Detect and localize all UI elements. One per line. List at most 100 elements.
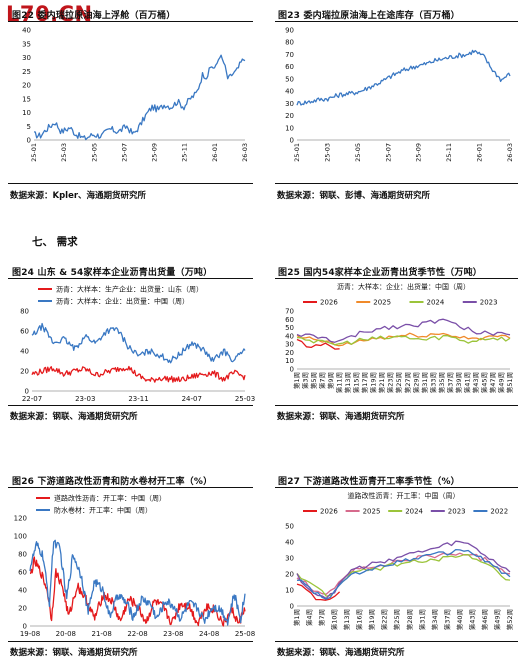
x-tick-label: 22-08: [127, 630, 147, 638]
x-tick-label: 25-05: [354, 143, 362, 162]
chart25-title-rule: [275, 278, 518, 279]
y-tick-label: 20: [20, 368, 29, 376]
series-line-2024: [296, 334, 511, 346]
y-tick-label: 10: [22, 109, 31, 117]
x-tick-label: 第37周: [445, 372, 454, 393]
legend-entry: 2024: [405, 508, 423, 516]
y-tick-label: 50: [285, 324, 294, 332]
series-line-2023: [296, 318, 511, 343]
chart22-source-rule: [8, 183, 253, 184]
series-line-s0: [33, 54, 246, 141]
x-tick-label: 23-03: [75, 395, 95, 403]
y-tick-label: 50: [285, 523, 294, 531]
x-tick-label: 25-03: [323, 143, 331, 162]
y-tick-label: 10: [285, 357, 294, 365]
chart24-source: 数据来源：钢联、海通期货研究所: [10, 412, 138, 422]
chart24-source-rule: [8, 405, 253, 406]
chart25-source-rule: [275, 405, 518, 406]
y-tick-label: 0: [27, 137, 31, 145]
x-tick-label: 23-11: [128, 395, 148, 403]
series-line-s0: [296, 49, 511, 106]
y-tick-label: 40: [285, 332, 294, 340]
y-tick-label: 90: [285, 27, 294, 35]
chart27-source-rule: [275, 641, 518, 642]
y-tick-label: 50: [285, 75, 294, 83]
x-tick-label: 25-08: [235, 630, 255, 638]
y-tick-label: 35: [22, 40, 31, 48]
x-tick-label: 第3周: [301, 372, 310, 389]
site-logo: L70.CN: [6, 2, 93, 26]
chart22-title: 图22 委内瑞拉原油海上浮舱（百万桶）: [12, 11, 176, 21]
x-tick-label: 第35周: [437, 372, 446, 393]
x-tick-label: 第49周: [492, 609, 501, 630]
legend-entry: 2026: [320, 508, 338, 516]
y-tick-label: 5: [27, 123, 31, 131]
chart22-source: 数据来源：Kpler、海通期货研究所: [10, 191, 147, 201]
legend-entry: 2022: [490, 508, 508, 516]
legend-entry: 2025: [373, 299, 391, 307]
series-line-s1: [29, 539, 246, 626]
y-tick-label: 60: [20, 328, 29, 336]
x-tick-label: 26-01: [476, 143, 484, 162]
y-tick-label: 0: [23, 623, 27, 631]
x-tick-label: 25-07: [384, 143, 392, 162]
x-tick-label: 第52周: [505, 609, 514, 630]
x-tick-label: 第23周: [386, 372, 395, 393]
x-tick-label: 20-08: [56, 630, 76, 638]
y-tick-label: 80: [18, 551, 27, 559]
y-tick-label: 30: [22, 54, 31, 62]
y-tick-label: 60: [285, 316, 294, 324]
y-tick-label: 30: [285, 555, 294, 563]
x-tick-label: 第39周: [454, 372, 463, 393]
x-tick-label: 25-07: [120, 143, 128, 162]
y-tick-label: 100: [14, 533, 27, 541]
x-tick-label: 第15周: [352, 372, 361, 393]
x-tick-label: 第27周: [403, 372, 412, 393]
x-tick-label: 第43周: [467, 609, 476, 630]
legend-title: 道路改性沥青：开工率：中国（周）: [348, 491, 460, 500]
y-tick-label: 20: [285, 571, 294, 579]
x-tick-label: 25-09: [151, 143, 159, 162]
x-tick-label: 26-03: [506, 143, 514, 162]
y-tick-label: 0: [290, 137, 294, 145]
y-tick-label: 70: [285, 51, 294, 59]
x-tick-label: 第5周: [309, 372, 318, 389]
y-tick-label: 40: [285, 539, 294, 547]
series-line-2026: [296, 338, 340, 350]
legend-entry: 2026: [320, 299, 338, 307]
series-line-2025: [296, 552, 511, 595]
chart25-title: 图25 国内54家样本企业沥青出货季节性（万吨）: [278, 268, 482, 278]
chart23-source: 数据来源：钢联、彭博、海通期货研究所: [277, 191, 431, 201]
legend-entry: 2023: [480, 299, 498, 307]
legend-entry: 2025: [363, 508, 381, 516]
legend-entry: 2023: [448, 508, 466, 516]
x-tick-label: 25-01: [293, 143, 301, 162]
x-tick-label: 25-05: [90, 143, 98, 162]
chart23-title: 图23 委内瑞拉原油海上在途库存（百万桶）: [278, 11, 460, 21]
x-tick-label: 第13周: [342, 609, 351, 630]
chart23-source-rule: [275, 183, 518, 184]
x-tick-label: 第7周: [317, 609, 326, 626]
x-tick-label: 第11周: [335, 372, 344, 393]
legend-entry: 沥青：大样本：企业：出货量：中国（周）: [56, 297, 189, 306]
x-tick-label: 第21周: [377, 372, 386, 393]
chart27-title-rule: [275, 487, 518, 488]
y-tick-label: 80: [20, 308, 29, 316]
x-tick-label: 第13周: [343, 372, 352, 393]
series-line-s1: [31, 322, 246, 364]
x-tick-label: 22-07: [22, 395, 42, 403]
x-tick-label: 第43周: [471, 372, 480, 393]
x-tick-label: 第45周: [479, 372, 488, 393]
x-tick-label: 26-01: [211, 143, 219, 162]
chart24-title-rule: [8, 278, 253, 279]
y-tick-label: 40: [18, 587, 27, 595]
x-tick-label: 第22周: [380, 609, 389, 630]
chart22-title-rule: [8, 21, 253, 22]
y-tick-label: 20: [18, 605, 27, 613]
chart23-plot: 0 10 20 30 40 50 60 70 80 90 25-01 25-03 25-05 25-07 2…: [285, 27, 514, 162]
series-line-2026: [296, 583, 341, 601]
y-tick-label: 70: [285, 308, 294, 316]
y-tick-label: 30: [285, 100, 294, 108]
y-tick-label: 120: [14, 515, 27, 523]
